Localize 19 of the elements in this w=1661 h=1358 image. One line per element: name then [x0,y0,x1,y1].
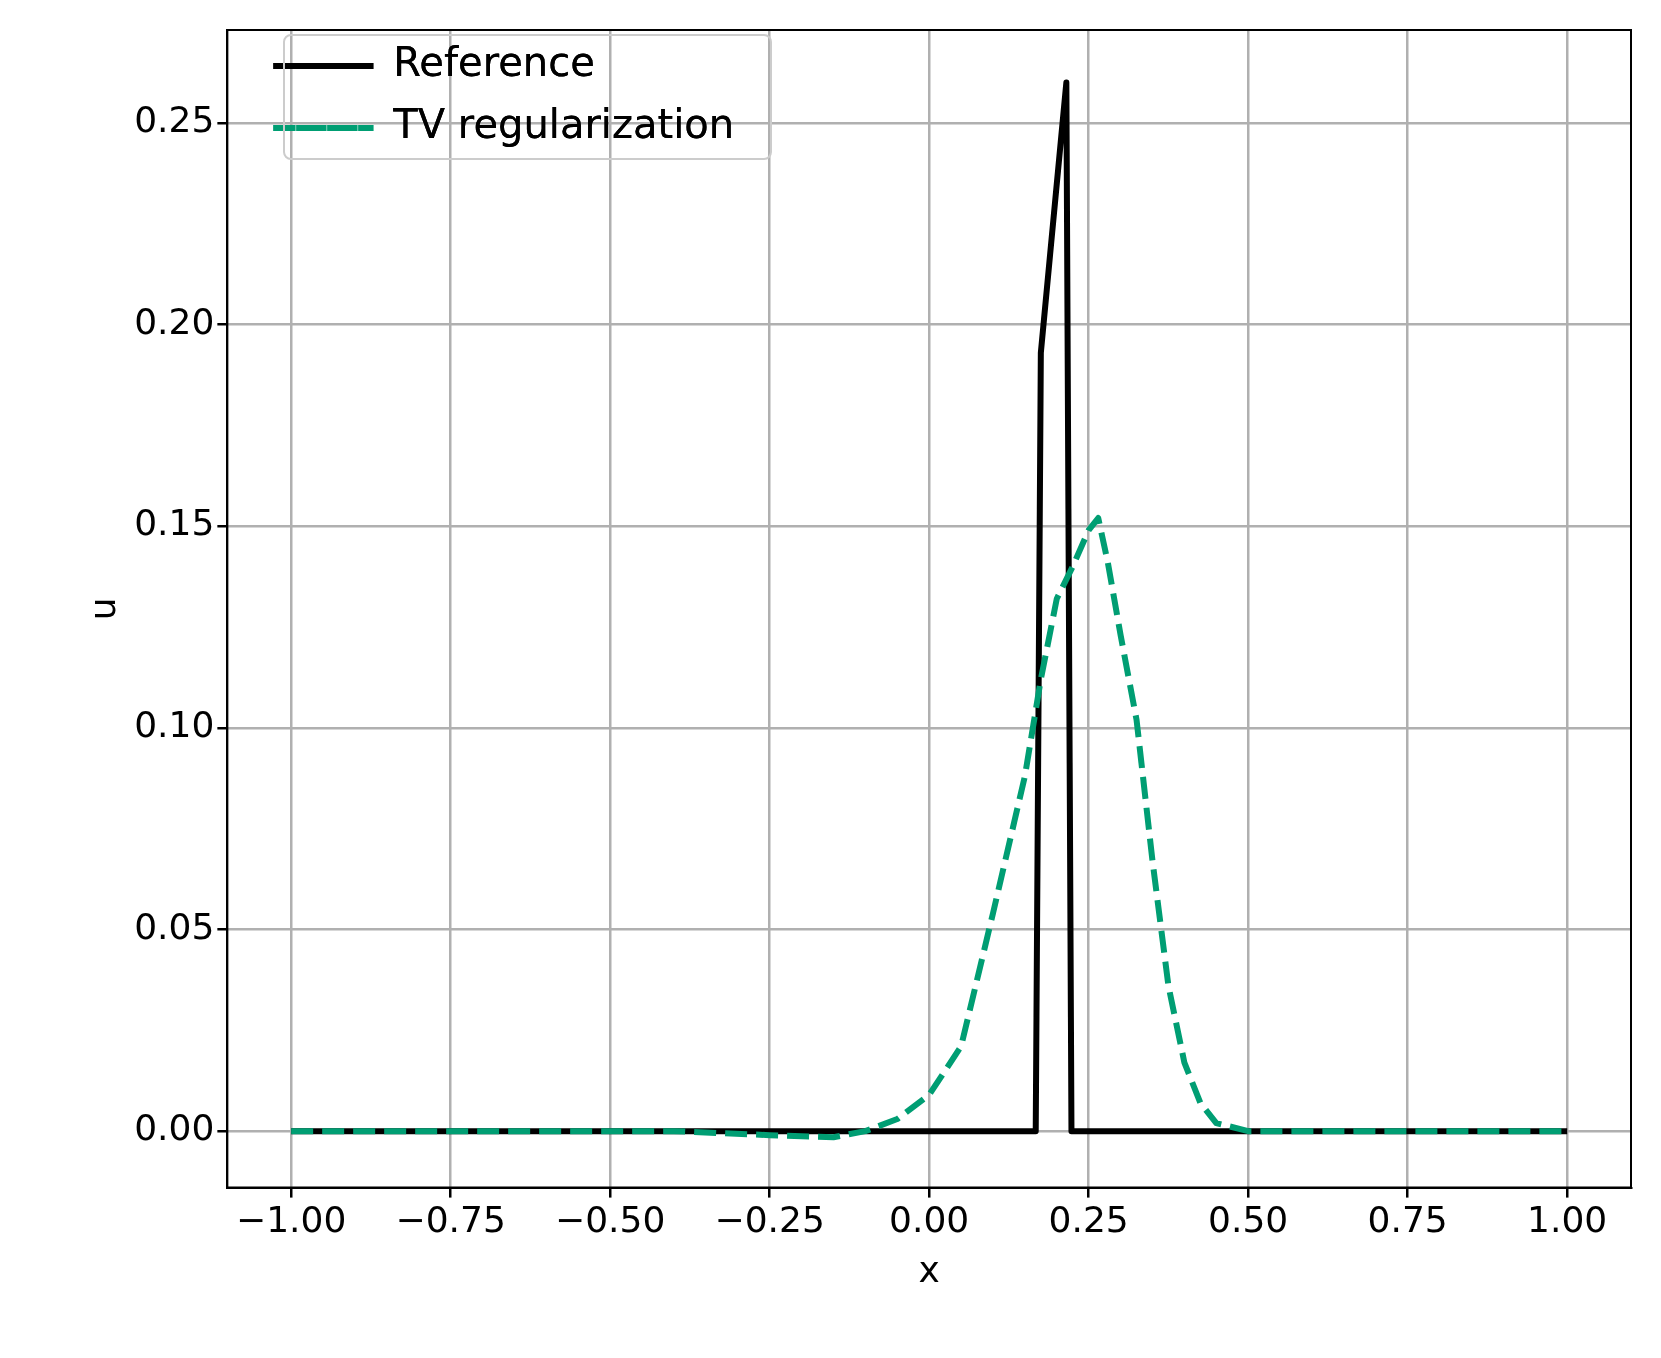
x-tick-label: 0.00 [889,1198,970,1240]
x-tick-label: −0.25 [714,1198,825,1240]
x-tick-label: −1.00 [235,1198,347,1240]
x-axis-title: x [918,1248,940,1290]
y-tick-label: 0.20 [134,300,215,342]
x-tick-label: 0.50 [1208,1198,1289,1240]
y-tick-label: 0.05 [134,905,215,947]
x-tick-label: 0.75 [1367,1198,1448,1240]
y-axis-title: u [81,597,123,621]
y-tick-label: 0.10 [134,704,215,746]
x-tick-label: −0.75 [395,1198,506,1240]
legend-label: Reference [393,39,595,86]
legend-label: TV regularization [392,101,735,148]
y-tick-label: 0.25 [134,99,215,141]
x-tick-label: 1.00 [1527,1198,1608,1240]
x-tick-label: 0.25 [1048,1198,1129,1240]
y-tick-label: 0.00 [134,1107,215,1149]
x-tick-label: −0.50 [555,1198,666,1240]
y-tick-label: 0.15 [134,502,215,544]
